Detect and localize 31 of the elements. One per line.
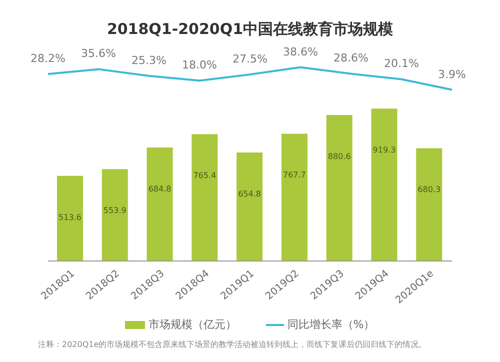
data-label: 20.1%: [384, 57, 419, 70]
bar: [57, 176, 83, 261]
data-label: 25.3%: [132, 54, 166, 67]
data-label: 767.7: [282, 170, 306, 180]
data-label: 654.8: [238, 189, 262, 198]
bar: [281, 134, 308, 261]
bar: [236, 152, 263, 261]
legend-label: 市场规模（亿元）: [147, 317, 236, 332]
bar: [416, 148, 442, 261]
bar: [192, 134, 218, 261]
bar: [146, 147, 173, 261]
data-label: 880.6: [328, 152, 351, 162]
chart-title: 2018Q1-2020Q1中国在线教育市场规模: [106, 20, 394, 39]
text: 注释：2020Q1e的市场规模不包含原来线下场景的教学活动被迫转到线上，而线下复课后仍回归线下的情况。: [38, 340, 428, 350]
data-label: 3.9%: [438, 68, 466, 81]
data-label: 919.3: [372, 146, 396, 155]
data-label: 684.8: [148, 184, 172, 194]
data-label: 553.9: [103, 206, 126, 216]
data-label: 680.3: [418, 185, 441, 194]
data-label: 18.0%: [182, 58, 217, 72]
data-label: 765.4: [193, 171, 216, 180]
legend-label: 同比增长率（%）: [286, 317, 375, 332]
data-label: 513.6: [58, 212, 82, 222]
data-label: 35.6%: [81, 47, 116, 60]
bar: [326, 115, 352, 261]
bar: [102, 169, 128, 261]
data-label: 27.5%: [232, 52, 268, 66]
data-label: 28.2%: [30, 52, 66, 65]
data-label: 28.6%: [334, 52, 368, 65]
data-label: 38.6%: [283, 45, 318, 58]
bar: [371, 108, 398, 261]
